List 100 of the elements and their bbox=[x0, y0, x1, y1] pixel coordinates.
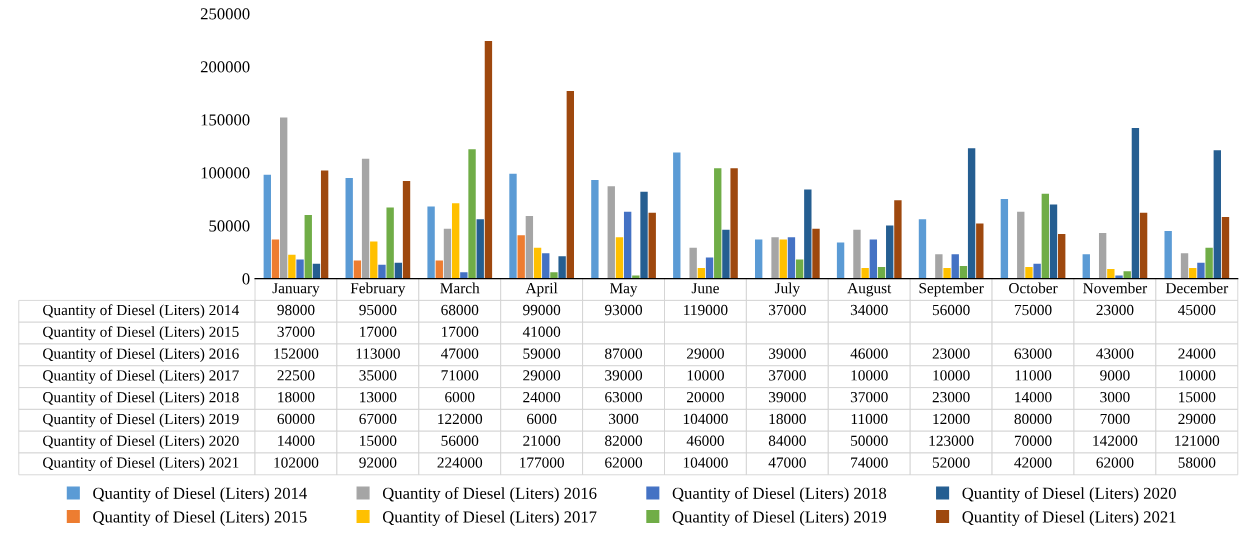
bar bbox=[689, 247, 697, 279]
bar bbox=[1221, 217, 1230, 279]
data-label: 6000 bbox=[445, 392, 475, 403]
bar bbox=[886, 225, 894, 279]
x-tick-label: July bbox=[774, 282, 801, 297]
data-label: 29000 bbox=[1178, 413, 1216, 425]
data-label: 92000 bbox=[359, 457, 397, 468]
data-label: 84000 bbox=[768, 435, 806, 446]
legend-label: Quantity of Diesel (Liters) 2014 bbox=[93, 487, 307, 503]
data-label: 23000 bbox=[1096, 304, 1134, 316]
bar bbox=[296, 259, 304, 279]
bar bbox=[525, 216, 534, 279]
data-label: 142000 bbox=[1093, 435, 1138, 446]
data-label: 29000 bbox=[687, 348, 724, 359]
data-label: 47000 bbox=[768, 457, 806, 468]
bar bbox=[673, 152, 681, 279]
bar bbox=[361, 158, 370, 279]
data-label: 18000 bbox=[769, 413, 806, 425]
data-label: 9000 bbox=[1100, 370, 1130, 381]
bar bbox=[615, 237, 624, 279]
data-label: 23000 bbox=[932, 392, 970, 403]
bar bbox=[320, 170, 329, 279]
data-label: 43000 bbox=[1096, 348, 1134, 359]
bar bbox=[648, 212, 656, 279]
bar bbox=[1180, 253, 1189, 279]
x-tick-label: November bbox=[1083, 282, 1148, 294]
data-label: 39000 bbox=[605, 370, 643, 381]
legend-label: Quantity of Diesel (Liters) 2021 bbox=[962, 510, 1176, 526]
x-tick-label: December bbox=[1165, 282, 1229, 294]
data-label: 10000 bbox=[1179, 370, 1216, 381]
x-tick-label: October bbox=[1009, 282, 1058, 294]
data-label: 122000 bbox=[438, 413, 483, 425]
data-label: 93000 bbox=[604, 304, 643, 316]
bar bbox=[378, 264, 386, 279]
bar bbox=[623, 211, 632, 279]
data-label: 121000 bbox=[1175, 435, 1220, 446]
bar bbox=[853, 229, 861, 279]
text: Quantity of Diesel (Liters) 2020 bbox=[43, 435, 239, 450]
data-label: 80000 bbox=[1014, 413, 1052, 425]
bar bbox=[1131, 128, 1140, 279]
bar bbox=[542, 253, 550, 279]
bar bbox=[697, 268, 706, 279]
data-label: 7000 bbox=[1100, 413, 1130, 425]
data-label: 59000 bbox=[523, 348, 561, 359]
data-label: 46000 bbox=[686, 435, 724, 446]
bar bbox=[370, 241, 378, 279]
data-label: 58000 bbox=[1178, 457, 1216, 468]
data-label: 104000 bbox=[683, 413, 728, 425]
data-label: 3000 bbox=[609, 413, 639, 425]
bar bbox=[943, 268, 951, 279]
bar bbox=[730, 168, 738, 279]
bar bbox=[533, 247, 542, 279]
x-tick-label: February bbox=[350, 282, 406, 297]
data-label: 17000 bbox=[360, 326, 397, 337]
data-label: 71000 bbox=[441, 370, 479, 381]
bar bbox=[271, 239, 280, 279]
bar bbox=[1041, 193, 1050, 279]
data-label: 152000 bbox=[274, 348, 319, 359]
data-label: 21000 bbox=[523, 435, 561, 446]
y-tick-label: 100000 bbox=[201, 167, 250, 179]
bar bbox=[1164, 230, 1172, 279]
x-tick-label: August bbox=[847, 283, 892, 297]
text: Quantity of Diesel (Liters) 2021 bbox=[43, 456, 239, 471]
data-label: 45000 bbox=[1178, 304, 1216, 316]
bar bbox=[894, 200, 902, 279]
data-label: 56000 bbox=[441, 435, 479, 446]
data-label: 42000 bbox=[1014, 457, 1052, 468]
y-tick-label: 0 bbox=[242, 273, 250, 285]
bar bbox=[861, 268, 869, 279]
text: Quantity of Diesel (Liters) 2019 bbox=[43, 413, 239, 428]
data-label: 35000 bbox=[359, 370, 397, 381]
y-tick-label: 50000 bbox=[209, 220, 250, 232]
data-label: 63000 bbox=[1014, 348, 1052, 359]
data-label: 37000 bbox=[277, 326, 315, 337]
legend-label: Quantity of Diesel (Liters) 2019 bbox=[672, 510, 887, 526]
data-label: 34000 bbox=[850, 304, 888, 316]
data-label: 24000 bbox=[1178, 348, 1216, 359]
data-label: 98000 bbox=[277, 304, 315, 316]
bar bbox=[1033, 263, 1041, 279]
bar bbox=[288, 254, 296, 279]
bar bbox=[869, 239, 878, 279]
legend-label: Quantity of Diesel (Liters) 2018 bbox=[672, 487, 887, 503]
bar bbox=[304, 214, 312, 279]
data-label: 14000 bbox=[1015, 392, 1052, 403]
bar bbox=[460, 272, 468, 279]
data-label: 99000 bbox=[523, 304, 561, 316]
bar bbox=[1115, 275, 1123, 279]
data-label: 82000 bbox=[605, 435, 643, 446]
bar bbox=[1058, 234, 1066, 279]
bar bbox=[714, 168, 722, 279]
bar bbox=[1000, 199, 1009, 279]
legend-label: Quantity of Diesel (Liters) 2017 bbox=[382, 510, 597, 526]
bar bbox=[755, 239, 763, 279]
data-label: 74000 bbox=[851, 457, 888, 468]
data-label: 23000 bbox=[932, 348, 970, 359]
y-tick-label: 200000 bbox=[200, 61, 250, 73]
bar bbox=[1098, 233, 1107, 279]
text: Quantity of Diesel (Liters) 2017 bbox=[43, 369, 239, 384]
x-tick-label: March bbox=[440, 282, 480, 294]
data-label: 10000 bbox=[687, 370, 724, 381]
